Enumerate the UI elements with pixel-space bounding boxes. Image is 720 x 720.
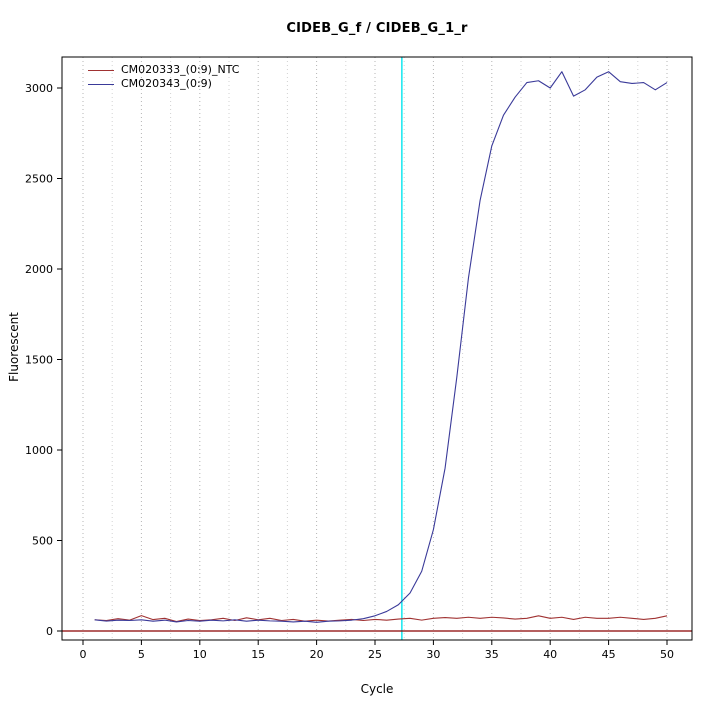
legend-label: CM020343_(0:9) (121, 77, 212, 90)
chart-title: CIDEB_G_f / CIDEB_G_1_r (286, 21, 468, 36)
y-tick-label: 3000 (25, 82, 53, 95)
x-tick-label: 25 (368, 648, 382, 661)
legend-label: CM020333_(0:9)_NTC (121, 63, 240, 76)
x-tick-label: 35 (485, 648, 499, 661)
legend-line-swatch-blue (88, 83, 114, 85)
x-tick-label: 50 (660, 648, 674, 661)
x-tick-label: 10 (193, 648, 207, 661)
y-tick-label: 1500 (25, 354, 53, 367)
x-tick-label: 20 (310, 648, 324, 661)
series-line-CM020333_(0:9)_NTC (94, 615, 668, 623)
legend-line-swatch-red (88, 69, 114, 71)
x-tick-label: 0 (80, 648, 87, 661)
x-tick-label: 15 (251, 648, 265, 661)
legend-item-sample: CM020343_(0:9) (88, 77, 239, 91)
x-tick-label: 5 (138, 648, 145, 661)
y-tick-label: 0 (46, 625, 53, 638)
x-axis-label: Cycle (360, 682, 394, 696)
y-tick-label: 2500 (25, 173, 53, 186)
legend: CM020333_(0:9)_NTC CM020343_(0:9) (88, 63, 239, 91)
y-tick-label: 1000 (25, 444, 53, 457)
x-tick-label: 45 (602, 648, 616, 661)
plot-area-border (61, 56, 693, 641)
series-line-CM020343_(0:9) (94, 71, 668, 623)
y-axis-label: Fluorescent (7, 312, 21, 382)
y-tick-label: 500 (32, 535, 53, 548)
x-tick-label: 40 (543, 648, 557, 661)
legend-item-ntc: CM020333_(0:9)_NTC (88, 63, 239, 77)
x-tick-label: 30 (426, 648, 440, 661)
y-tick-label: 2000 (25, 263, 53, 276)
